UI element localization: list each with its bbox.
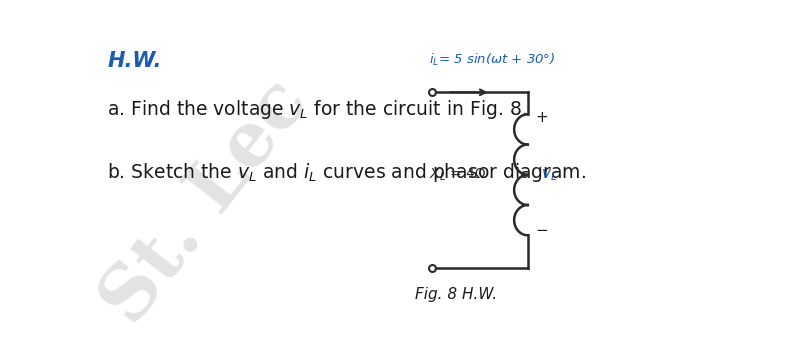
Text: $i_L$= 5 sin($\omega$t + 30°): $i_L$= 5 sin($\omega$t + 30°) xyxy=(429,51,555,67)
Text: $X_L$ = 4$\Omega$: $X_L$ = 4$\Omega$ xyxy=(429,167,486,183)
Text: Fig. 8 H.W.: Fig. 8 H.W. xyxy=(415,287,498,302)
Text: b. Sketch the $v_L$ and $i_L$ curves and phasor diagram.: b. Sketch the $v_L$ and $i_L$ curves and… xyxy=(107,161,586,184)
Text: a. Find the voltage $v_L$ for the circuit in Fig. 8.: a. Find the voltage $v_L$ for the circui… xyxy=(107,98,527,121)
Text: St. Lec: St. Lec xyxy=(88,66,322,338)
Text: +: + xyxy=(535,110,548,125)
Text: H.W.: H.W. xyxy=(107,51,162,71)
Text: $v_L$: $v_L$ xyxy=(542,167,558,183)
Text: −: − xyxy=(535,223,548,238)
